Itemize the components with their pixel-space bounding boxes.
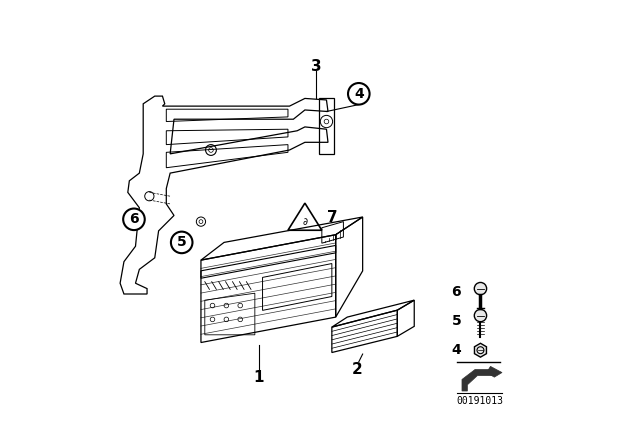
Text: ∂: ∂	[303, 217, 307, 228]
Text: 7: 7	[326, 210, 337, 225]
Text: 1: 1	[253, 370, 264, 385]
Text: 5: 5	[177, 235, 187, 250]
Text: 4: 4	[451, 343, 461, 357]
Text: 5: 5	[451, 314, 461, 328]
Text: 2: 2	[352, 362, 363, 377]
Polygon shape	[462, 370, 494, 391]
Text: 3: 3	[311, 59, 322, 73]
Polygon shape	[474, 343, 486, 357]
Text: 6: 6	[452, 285, 461, 299]
Circle shape	[474, 282, 486, 295]
Text: 4: 4	[354, 87, 364, 101]
Text: 6: 6	[129, 212, 139, 226]
Circle shape	[348, 83, 369, 104]
Circle shape	[123, 208, 145, 230]
Text: 00191013: 00191013	[456, 396, 503, 405]
Circle shape	[474, 310, 486, 322]
Circle shape	[171, 232, 193, 253]
Polygon shape	[486, 366, 502, 377]
